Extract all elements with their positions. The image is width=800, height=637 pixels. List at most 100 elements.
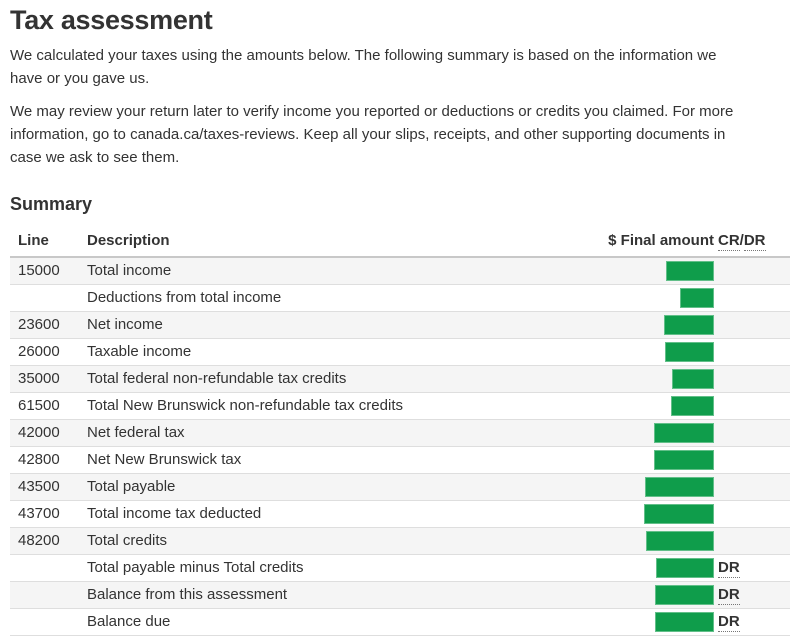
final-amount-cell	[594, 608, 714, 636]
line-description: Net income	[87, 311, 594, 339]
crdr-cell	[714, 392, 790, 420]
table-row: 15000 Total income	[10, 257, 790, 285]
crdr-cell	[714, 311, 790, 339]
crdr-cell	[714, 365, 790, 393]
table-row: 48200 Total credits	[10, 527, 790, 555]
table-row: Total payable minus Total credits DR	[10, 554, 790, 582]
redacted-amount-bar	[664, 314, 714, 335]
line-description: Balance from this assessment	[87, 581, 594, 609]
column-header-final-amount: $ Final amount	[594, 227, 714, 258]
redacted-amount-bar	[654, 422, 714, 443]
redacted-amount-bar	[656, 557, 714, 578]
final-amount-cell	[594, 338, 714, 366]
table-header-row: Line Description $ Final amount CR/DR	[10, 227, 790, 258]
final-amount-cell	[594, 365, 714, 393]
line-number	[10, 554, 87, 582]
redacted-amount-bar	[680, 287, 714, 308]
final-amount-cell	[594, 554, 714, 582]
line-description: Total payable minus Total credits	[87, 554, 594, 582]
line-description: Balance due	[87, 608, 594, 636]
final-amount-cell	[594, 527, 714, 555]
intro-paragraph-1: We calculated your taxes using the amoun…	[10, 47, 717, 87]
crdr-cell	[714, 257, 790, 285]
crdr-separator: /	[739, 232, 744, 249]
final-amount-cell	[594, 581, 714, 609]
crdr-cell	[714, 338, 790, 366]
line-description: Total payable	[87, 473, 594, 501]
redacted-amount-bar	[655, 584, 714, 605]
crdr-cell	[714, 527, 790, 555]
redacted-amount-bar	[665, 341, 714, 362]
crdr-cell: DR	[714, 608, 790, 636]
line-number	[10, 608, 87, 636]
line-description: Deductions from total income	[87, 284, 594, 312]
column-header-line: Line	[10, 227, 87, 258]
dr-indicator: DR	[718, 613, 740, 632]
redacted-amount-bar	[644, 503, 714, 524]
redacted-amount-bar	[646, 530, 714, 551]
intro-paragraph-2: We may review your return later to verif…	[10, 103, 734, 166]
table-row: 43700 Total income tax deducted	[10, 500, 790, 528]
column-header-crdr: CR/DR	[714, 227, 790, 258]
final-amount-cell	[594, 284, 714, 312]
redacted-amount-bar	[666, 260, 714, 281]
line-number: 61500	[10, 392, 87, 420]
dr-indicator: DR	[718, 586, 740, 605]
crdr-cell	[714, 473, 790, 501]
line-number: 42800	[10, 446, 87, 474]
line-number: 48200	[10, 527, 87, 555]
table-row: 61500 Total New Brunswick non-refundable …	[10, 392, 790, 420]
line-number: 23600	[10, 311, 87, 339]
line-number: 42000	[10, 419, 87, 447]
line-description: Total income tax deducted	[87, 500, 594, 528]
line-description: Net federal tax	[87, 419, 594, 447]
crdr-cell	[714, 284, 790, 312]
table-row: 26000 Taxable income	[10, 338, 790, 366]
crdr-cell: DR	[714, 554, 790, 582]
line-description: Total federal non-refundable tax credits	[87, 365, 594, 393]
table-row: Balance due DR	[10, 608, 790, 636]
line-description: Total credits	[87, 527, 594, 555]
table-row: 23600 Net income	[10, 311, 790, 339]
line-description: Net New Brunswick tax	[87, 446, 594, 474]
crdr-cell	[714, 500, 790, 528]
cr-abbreviation: CR	[718, 232, 740, 251]
final-amount-cell	[594, 311, 714, 339]
line-number: 35000	[10, 365, 87, 393]
crdr-cell	[714, 446, 790, 474]
page-title: Tax assessment	[10, 5, 213, 35]
final-amount-cell	[594, 473, 714, 501]
table-row: 43500 Total payable	[10, 473, 790, 501]
line-number: 43500	[10, 473, 87, 501]
summary-table: Line Description $ Final amount CR/DR 15…	[10, 227, 790, 636]
line-description: Total New Brunswick non-refundable tax c…	[87, 392, 594, 420]
crdr-cell	[714, 419, 790, 447]
line-number: 43700	[10, 500, 87, 528]
line-number: 26000	[10, 338, 87, 366]
line-number	[10, 581, 87, 609]
summary-heading: Summary	[10, 194, 93, 214]
redacted-amount-bar	[645, 476, 714, 497]
line-number	[10, 284, 87, 312]
redacted-amount-bar	[655, 611, 714, 632]
final-amount-cell	[594, 257, 714, 285]
line-description: Taxable income	[87, 338, 594, 366]
final-amount-cell	[594, 392, 714, 420]
redacted-amount-bar	[672, 368, 714, 389]
column-header-description: Description	[87, 227, 594, 258]
final-amount-cell	[594, 446, 714, 474]
final-amount-cell	[594, 500, 714, 528]
final-amount-cell	[594, 419, 714, 447]
table-row: 35000 Total federal non-refundable tax cr…	[10, 365, 790, 393]
table-row: 42000 Net federal tax	[10, 419, 790, 447]
crdr-cell: DR	[714, 581, 790, 609]
redacted-amount-bar	[654, 449, 714, 470]
table-row: Balance from this assessment DR	[10, 581, 790, 609]
line-description: Total income	[87, 257, 594, 285]
redacted-amount-bar	[671, 395, 714, 416]
table-row: Deductions from total income	[10, 284, 790, 312]
dr-abbreviation: DR	[743, 232, 766, 251]
table-row: 42800 Net New Brunswick tax	[10, 446, 790, 474]
line-number: 15000	[10, 257, 87, 285]
